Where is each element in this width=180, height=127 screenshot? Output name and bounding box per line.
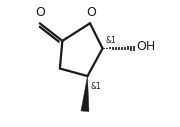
Text: O: O [86, 6, 96, 19]
Text: OH: OH [136, 40, 156, 53]
Text: &1: &1 [106, 36, 116, 45]
Text: O: O [35, 6, 45, 19]
Text: &1: &1 [91, 82, 101, 91]
Polygon shape [81, 76, 89, 112]
